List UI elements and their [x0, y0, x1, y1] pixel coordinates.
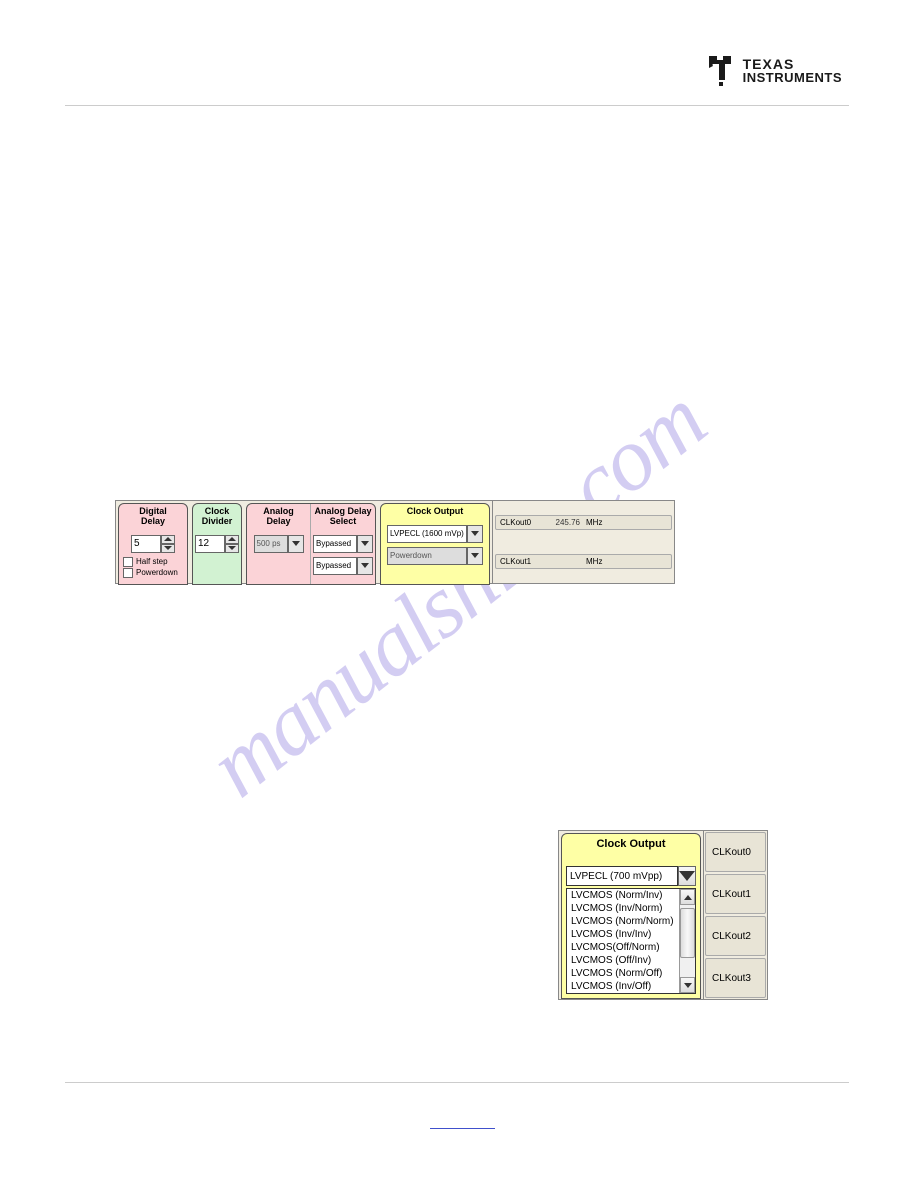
divider-top: [65, 105, 849, 106]
analog-delay-select-header: Analog Delay Select: [314, 507, 371, 527]
logo-text-bottom: INSTRUMENTS: [743, 71, 842, 84]
scroll-up-button[interactable]: [680, 889, 695, 905]
spin-up-button[interactable]: [161, 535, 175, 544]
scroll-track[interactable]: [680, 905, 695, 977]
clock-outputs-column: CLKout0 245.76 MHz CLKout1 MHz: [492, 501, 674, 583]
link-underline: [430, 1128, 495, 1129]
clkout-row: CLKout1 MHz: [495, 554, 672, 569]
scrollbar[interactable]: [679, 889, 695, 993]
analog-select-1[interactable]: Bypassed: [313, 535, 357, 553]
list-item[interactable]: LVCMOS (Off/Inv): [567, 954, 679, 967]
half-step-label: Half step: [136, 557, 168, 566]
list-item[interactable]: LVCMOS (Inv/Norm): [567, 902, 679, 915]
dropdown-button[interactable]: [467, 525, 483, 543]
clock-output-block: Clock Output LVPECL (700 mVpp) LVCMOS (N…: [561, 833, 701, 999]
clock-divider-input[interactable]: [195, 535, 225, 553]
clock-output-header: Clock Output: [566, 838, 696, 850]
clock-divider-header: Clock Divider: [202, 507, 233, 527]
clkout-labels-column: CLKout0 CLKout1 CLKout2 CLKout3: [703, 831, 767, 999]
dropdown-button[interactable]: [357, 557, 373, 575]
digital-delay-input[interactable]: [131, 535, 161, 553]
digital-delay-block: Digital Delay Half step Powerdown: [118, 503, 188, 585]
half-step-checkbox[interactable]: [123, 557, 133, 567]
list-item[interactable]: LVCMOS (Norm/Inv): [567, 889, 679, 902]
list-item[interactable]: LVCMOS (Norm/Norm): [567, 915, 679, 928]
list-item[interactable]: LVCMOS (Norm/Off): [567, 967, 679, 980]
clkout-label: CLKout1: [705, 874, 766, 914]
clkout-label: CLKout2: [705, 916, 766, 956]
spin-down-button[interactable]: [225, 544, 239, 553]
spin-up-button[interactable]: [225, 535, 239, 544]
dropdown-button[interactable]: [678, 866, 696, 886]
clkout-unit: MHz: [586, 557, 602, 566]
figure-clock-output-dropdown: Clock Output LVPECL (700 mVpp) LVCMOS (N…: [558, 830, 768, 1000]
spin-down-button[interactable]: [161, 544, 175, 553]
dropdown-button[interactable]: [288, 535, 304, 553]
divider-bottom: [65, 1082, 849, 1083]
clock-output-block: Clock Output LVPECL (1600 mVp) Powerdown: [380, 503, 490, 585]
ti-logo: TEXAS INSTRUMENTS: [705, 52, 842, 88]
dropdown-button[interactable]: [467, 547, 483, 565]
clock-output-select-2[interactable]: Powerdown: [387, 547, 467, 565]
dropdown-button[interactable]: [357, 535, 373, 553]
logo-text-top: TEXAS: [743, 57, 842, 71]
list-item[interactable]: LVCMOS (Inv/Off): [567, 980, 679, 993]
clkout-label: CLKout0: [705, 832, 766, 872]
powerdown-checkbox[interactable]: [123, 568, 133, 578]
clock-output-selected[interactable]: LVPECL (700 mVpp): [566, 866, 678, 886]
list-item[interactable]: LVCMOS(Off/Norm): [567, 941, 679, 954]
scroll-thumb[interactable]: [680, 908, 695, 958]
ti-logo-icon: [705, 52, 737, 88]
clkout-unit: MHz: [586, 518, 602, 527]
figure-clock-settings: Digital Delay Half step Powerdown Clock …: [115, 500, 675, 584]
clock-divider-block: Clock Divider: [192, 503, 242, 585]
powerdown-label: Powerdown: [136, 568, 178, 577]
clkout-label: CLKout3: [705, 958, 766, 998]
digital-delay-header: Digital Delay: [139, 507, 167, 527]
analog-delay-block: Analog Delay 500 ps Analog Delay Select …: [246, 503, 376, 585]
clkout-row: CLKout0 245.76 MHz: [495, 515, 672, 530]
clock-output-header: Clock Output: [407, 507, 464, 517]
watermark-text: manualshive.com: [190, 369, 724, 818]
clkout-value: 245.76: [544, 518, 580, 527]
scroll-down-button[interactable]: [680, 977, 695, 993]
list-item[interactable]: LVCMOS (Inv/Inv): [567, 928, 679, 941]
analog-delay-header: Analog Delay: [263, 507, 294, 527]
clock-output-select-1[interactable]: LVPECL (1600 mVp): [387, 525, 467, 543]
clkout-label: CLKout1: [500, 557, 544, 566]
analog-select-2[interactable]: Bypassed: [313, 557, 357, 575]
clock-output-dropdown-list: LVCMOS (Norm/Inv) LVCMOS (Inv/Norm) LVCM…: [566, 888, 696, 994]
analog-delay-select[interactable]: 500 ps: [254, 535, 288, 553]
clkout-label: CLKout0: [500, 518, 544, 527]
